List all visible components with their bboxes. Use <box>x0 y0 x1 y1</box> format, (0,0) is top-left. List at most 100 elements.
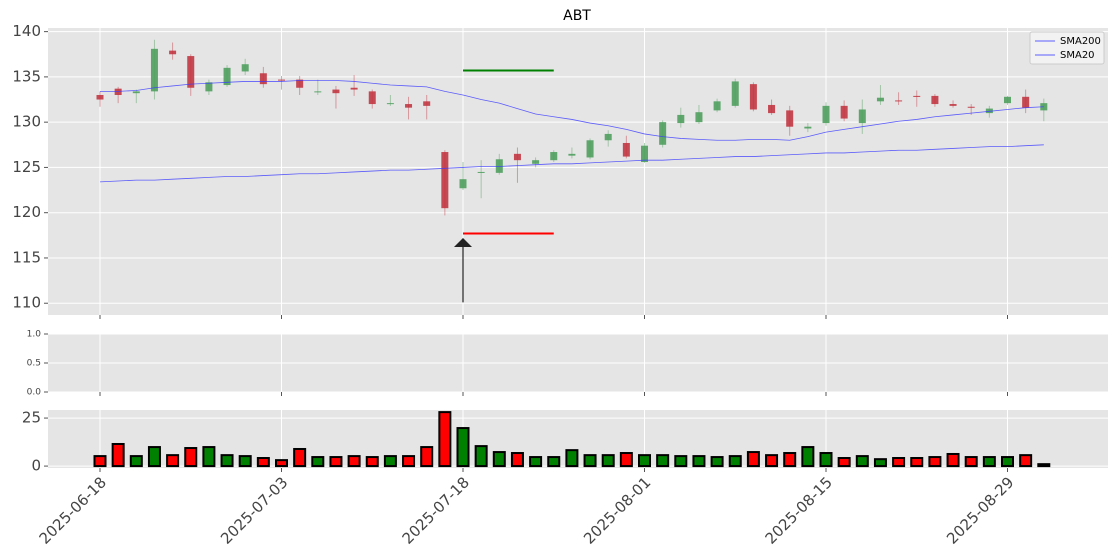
volume-bar <box>1001 456 1014 468</box>
volume-bar <box>547 456 561 468</box>
y-tick-label: 115 <box>12 248 41 266</box>
candle-body <box>895 100 903 102</box>
x-tick-label: 2025-06-18 <box>36 473 110 547</box>
volume-bar <box>474 445 488 468</box>
y-tick-label: 125 <box>12 158 41 176</box>
x-tick-label: 2025-07-18 <box>399 473 473 547</box>
volume-bar <box>928 456 942 468</box>
volume-bar <box>765 454 779 468</box>
volume-bar <box>1037 463 1051 468</box>
candle-body <box>967 106 975 108</box>
candle-body <box>822 105 830 124</box>
arrow-head <box>454 238 472 248</box>
candle-body <box>278 79 285 81</box>
volume-bar <box>456 427 470 468</box>
volume-bar <box>93 455 107 468</box>
candle-body <box>205 82 213 92</box>
volume-bar <box>565 449 579 468</box>
candle-body <box>423 101 431 106</box>
volume-bar <box>819 452 833 468</box>
candle-body <box>695 112 703 123</box>
candle-body <box>477 171 485 173</box>
candle-body <box>586 140 594 158</box>
volume-bar <box>329 456 343 468</box>
x-tick-label: 2025-08-01 <box>580 473 654 547</box>
y-tick-label: 25 <box>22 409 41 427</box>
y-tick-label: 130 <box>12 113 41 131</box>
volume-bar <box>220 454 234 468</box>
volume-bar <box>1019 454 1033 468</box>
candle-body <box>532 160 540 164</box>
candle-body <box>749 84 757 110</box>
volume-bar <box>710 456 724 468</box>
volume-bar <box>238 455 252 468</box>
volume-bar <box>492 451 506 468</box>
candle-body <box>550 152 558 161</box>
candle-body <box>150 48 158 92</box>
volume-bar <box>892 457 906 468</box>
volume-bar <box>837 457 851 468</box>
volume-bar <box>946 452 960 468</box>
candle-body <box>768 104 776 114</box>
y-tick-label: 135 <box>12 67 41 85</box>
candle-body <box>259 73 267 85</box>
volume-bar <box>728 455 742 468</box>
legend-label: SMA200 <box>1060 36 1101 47</box>
candle-body <box>405 104 413 108</box>
volume-bar <box>674 455 688 468</box>
candle-body <box>96 94 104 100</box>
candle-body <box>622 142 630 157</box>
candle-body <box>187 56 195 88</box>
volume-bar <box>347 455 361 468</box>
y-tick-label: 110 <box>12 294 41 312</box>
volume-bar <box>166 454 180 468</box>
y-tick-label: 0.0 <box>27 388 42 398</box>
candle-body <box>876 97 884 102</box>
volume-bar <box>601 454 615 468</box>
candle-body <box>296 79 304 88</box>
volume-bar <box>583 454 597 468</box>
volume-bar <box>111 442 125 468</box>
candle-body <box>441 152 449 209</box>
volume-bar <box>420 446 434 468</box>
x-tick-label: 2025-08-29 <box>943 473 1017 547</box>
candle-body <box>386 103 394 105</box>
volume-bar <box>619 452 633 468</box>
x-tick-label: 2025-08-15 <box>762 473 836 547</box>
candle-body <box>913 95 921 97</box>
candle-body <box>314 91 322 93</box>
candle-body <box>786 110 794 127</box>
volume-bar <box>402 455 416 468</box>
candle-body <box>114 88 122 95</box>
plot-background <box>48 28 1108 315</box>
volume-bar <box>964 456 978 468</box>
y-tick-label: 140 <box>12 22 41 40</box>
candle-body <box>659 122 667 145</box>
volume-bar <box>638 454 651 468</box>
candle-body <box>804 126 812 129</box>
volume-bar <box>365 456 379 468</box>
volume-bar <box>982 456 996 468</box>
x-tick-label: 2025-07-03 <box>217 473 291 547</box>
y-tick-label: 120 <box>12 203 41 221</box>
candle-body <box>858 109 866 124</box>
y-tick-label: 1.0 <box>27 330 42 340</box>
chart-title: ABT <box>563 8 591 24</box>
volume-bar <box>801 446 815 468</box>
sma-line <box>100 80 1044 141</box>
candle-body <box>568 153 576 156</box>
candle-body <box>368 91 376 105</box>
candle-body <box>604 133 612 141</box>
volume-bar <box>438 411 452 468</box>
volume-bar <box>692 455 706 468</box>
candle-body <box>931 95 939 105</box>
volume-bar <box>293 447 307 468</box>
volume-bar <box>855 455 869 468</box>
candle-body <box>241 64 249 72</box>
volume-bar <box>202 446 216 468</box>
volume-bar <box>783 452 797 468</box>
volume-bar <box>275 459 288 468</box>
candle-body <box>840 105 848 119</box>
volume-bar <box>746 451 760 468</box>
